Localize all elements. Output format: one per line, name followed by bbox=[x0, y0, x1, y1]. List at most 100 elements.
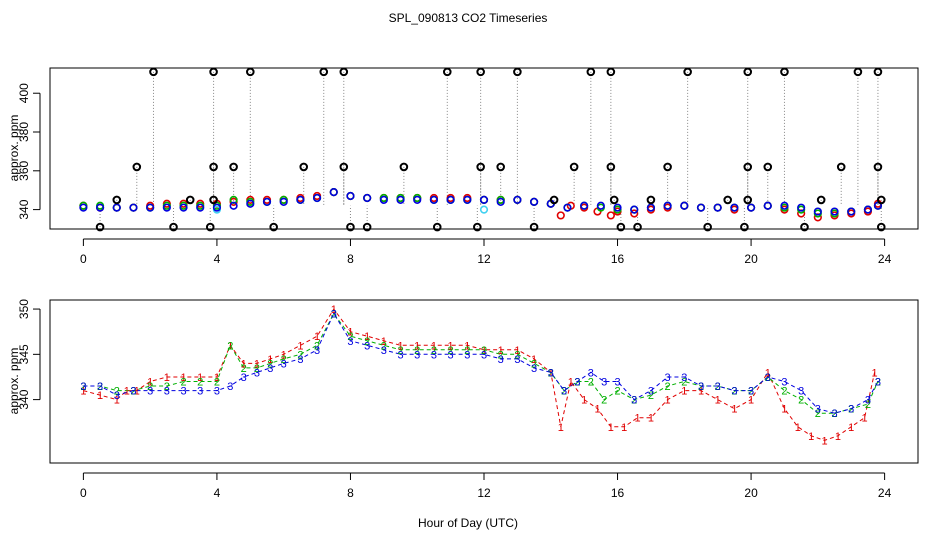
series-1-label: 1 bbox=[635, 413, 641, 425]
series-2-label: 2 bbox=[281, 354, 287, 366]
series-2-label: 2 bbox=[164, 381, 170, 393]
series-1-label: 1 bbox=[347, 327, 353, 339]
series-3-label: 3 bbox=[601, 377, 607, 389]
series-2-label: 2 bbox=[865, 399, 871, 411]
y-tick-label: 360 bbox=[17, 160, 31, 180]
series-1-label: 1 bbox=[227, 340, 233, 352]
black-point bbox=[646, 195, 656, 205]
blue-point bbox=[529, 197, 539, 206]
red-point bbox=[556, 211, 565, 220]
series-2-label: 2 bbox=[631, 395, 637, 407]
series-2-label: 2 bbox=[254, 363, 260, 375]
series-1-label: 1 bbox=[314, 331, 320, 343]
series-1-label: 1 bbox=[267, 354, 273, 366]
blue-point bbox=[863, 205, 873, 214]
series-3-label: 3 bbox=[164, 386, 170, 398]
cyan-point bbox=[479, 205, 489, 214]
series-3-label: 3 bbox=[731, 386, 737, 398]
series-1-label: 1 bbox=[134, 386, 140, 398]
series-2-label: 2 bbox=[214, 377, 220, 389]
series-2-label: 2 bbox=[561, 386, 567, 398]
series-2-label: 2 bbox=[648, 390, 654, 402]
series-2-label: 2 bbox=[765, 372, 771, 384]
series-1-label: 1 bbox=[414, 340, 420, 352]
series-1-label: 1 bbox=[481, 345, 487, 357]
black-point bbox=[339, 162, 349, 172]
series-3-label: 3 bbox=[97, 381, 103, 393]
series-1-label: 1 bbox=[164, 372, 170, 384]
blue-point bbox=[630, 205, 639, 214]
blue-point bbox=[179, 203, 188, 212]
blue-point bbox=[680, 201, 689, 210]
blue-point bbox=[413, 195, 422, 205]
blue-point bbox=[146, 203, 155, 212]
series-2-label: 2 bbox=[364, 336, 370, 348]
y-tick-label: 380 bbox=[17, 122, 31, 142]
black-point bbox=[246, 67, 255, 77]
top-plot-area bbox=[79, 67, 886, 232]
series-3-label: 3 bbox=[831, 408, 837, 420]
black-point bbox=[763, 162, 773, 172]
series-2-label: 2 bbox=[548, 367, 554, 379]
series-2-label: 2 bbox=[781, 386, 787, 398]
y-tick-label: 350 bbox=[17, 299, 31, 319]
black-point bbox=[513, 67, 522, 77]
series-2-label: 2 bbox=[331, 309, 337, 321]
series-3-label: 3 bbox=[498, 354, 504, 366]
blue-point bbox=[813, 207, 822, 216]
series-2-label: 2 bbox=[848, 404, 854, 416]
bottom-y-axis-title: approx. ppm bbox=[7, 348, 21, 415]
series-1-label: 1 bbox=[621, 422, 627, 434]
blue-point bbox=[746, 203, 756, 212]
series-3-label: 3 bbox=[798, 386, 804, 398]
series-3-label: 3 bbox=[147, 386, 153, 398]
blue-point bbox=[129, 203, 138, 212]
series-1-label: 1 bbox=[715, 395, 721, 407]
series-3-label: 3 bbox=[397, 349, 403, 361]
series-2-label: 2 bbox=[588, 377, 594, 389]
black-point bbox=[723, 195, 733, 205]
series-3-label: 3 bbox=[748, 386, 754, 398]
series-1-label: 1 bbox=[648, 413, 654, 425]
series-1-label: 1 bbox=[97, 390, 103, 402]
black-point bbox=[346, 222, 355, 232]
series-3-label: 3 bbox=[414, 349, 420, 361]
series-1-label: 1 bbox=[581, 395, 587, 407]
black-point bbox=[132, 162, 142, 172]
series-1-label: 1 bbox=[364, 331, 370, 343]
chart-title: SPL_090813 CO2 Timeseries bbox=[389, 11, 548, 25]
series-3-label: 3 bbox=[381, 345, 387, 357]
series-3-label: 3 bbox=[114, 390, 120, 402]
blue-point bbox=[162, 203, 171, 212]
series-1-label: 1 bbox=[214, 372, 220, 384]
black-point bbox=[185, 195, 195, 205]
series-3-label: 3 bbox=[765, 372, 771, 384]
series-3-label: 3 bbox=[648, 386, 654, 398]
blue-point bbox=[363, 193, 372, 203]
red-point bbox=[606, 211, 615, 220]
series-1-label: 1 bbox=[498, 345, 504, 357]
series-3-label: 3 bbox=[448, 349, 454, 361]
x-tick-label: 24 bbox=[878, 486, 892, 500]
x-tick-label: 12 bbox=[477, 252, 491, 266]
blue-point bbox=[513, 195, 522, 205]
x-tick-label: 4 bbox=[214, 486, 221, 500]
x-tick-label: 8 bbox=[347, 252, 354, 266]
black-point bbox=[740, 222, 749, 232]
black-point bbox=[209, 67, 218, 77]
blue-point bbox=[780, 201, 789, 210]
series-3-label: 3 bbox=[548, 367, 554, 379]
series-2-label: 2 bbox=[798, 395, 804, 407]
black-point bbox=[800, 222, 809, 232]
series-2-label: 2 bbox=[464, 345, 470, 357]
black-point bbox=[836, 162, 846, 172]
blue-point bbox=[346, 191, 355, 201]
blue-point bbox=[696, 203, 706, 212]
blue-point bbox=[79, 203, 88, 212]
series-3-label: 3 bbox=[614, 377, 620, 389]
series-1-label: 1 bbox=[698, 386, 704, 398]
series-3-label: 3 bbox=[875, 377, 881, 389]
y-tick-label: 340 bbox=[17, 389, 31, 409]
series-3-label: 3 bbox=[281, 358, 287, 370]
